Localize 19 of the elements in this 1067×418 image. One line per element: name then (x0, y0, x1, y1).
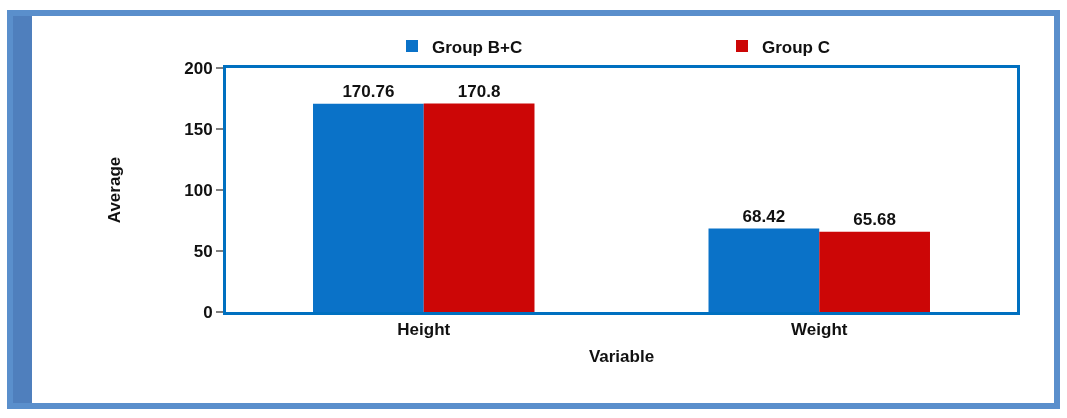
data-label: 170.76 (342, 81, 395, 101)
x-tick-label: Weight (791, 320, 848, 340)
data-label: 170.8 (457, 81, 501, 101)
y-tick-label: 100 (184, 180, 213, 200)
data-label: 68.42 (742, 206, 786, 226)
bar (313, 103, 424, 312)
bar (708, 228, 820, 312)
legend-label: Group B+C (432, 37, 523, 57)
x-axis-title: Variable (588, 346, 655, 366)
bar (423, 103, 535, 312)
y-tick-label: 200 (184, 58, 213, 78)
y-tick-label: 150 (184, 119, 213, 139)
y-tick-label: 0 (203, 302, 213, 322)
y-axis-title: Average (104, 156, 124, 224)
x-tick-label: Height (397, 320, 451, 340)
y-tick-label: 50 (193, 241, 213, 261)
data-label: 65.68 (853, 209, 896, 229)
legend-label: Group C (762, 37, 830, 57)
bar (819, 231, 930, 312)
